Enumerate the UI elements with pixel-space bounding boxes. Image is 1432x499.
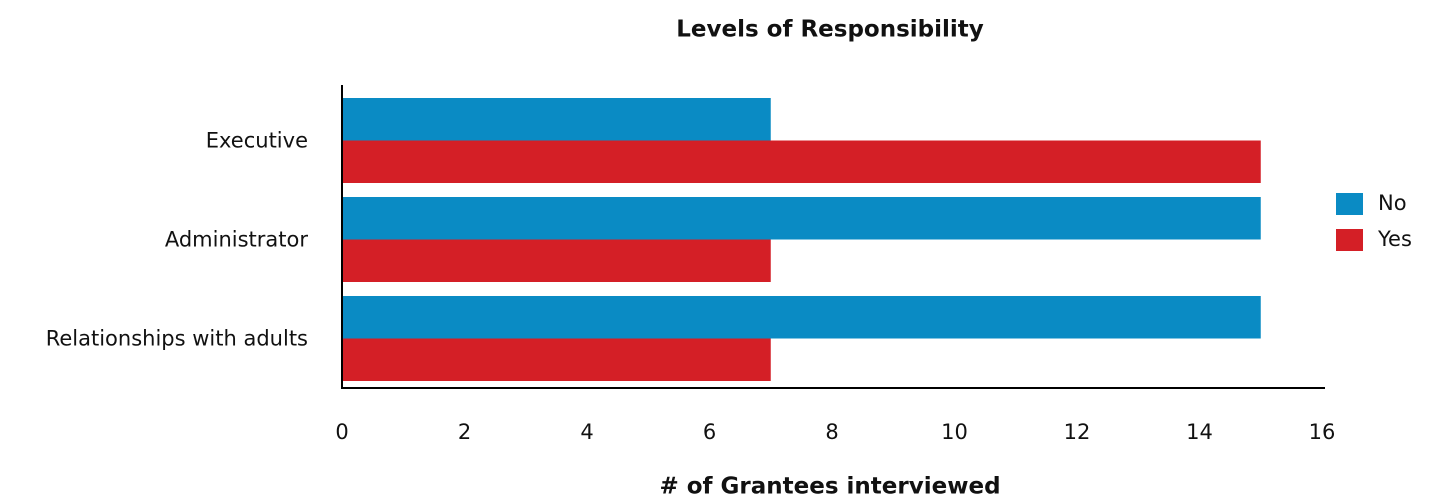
x-tick-label: 12 — [1064, 420, 1091, 444]
bar — [342, 239, 771, 282]
x-tick-label: 14 — [1186, 420, 1213, 444]
legend-label: Yes — [1377, 227, 1412, 251]
x-tick-label: 16 — [1309, 420, 1336, 444]
x-tick-label: 8 — [825, 420, 838, 444]
legend-label: No — [1378, 191, 1407, 215]
chart-title: Levels of Responsibility — [676, 17, 984, 43]
bar — [342, 140, 1261, 183]
y-tick-label: Executive — [206, 129, 308, 153]
bar — [342, 338, 771, 381]
x-tick-label: 4 — [580, 420, 593, 444]
bar — [342, 98, 771, 141]
x-tick-label: 2 — [458, 420, 471, 444]
x-tick-label: 0 — [335, 420, 348, 444]
legend-swatch — [1336, 229, 1363, 251]
y-tick-label: Administrator — [165, 228, 309, 252]
x-tick-label: 6 — [703, 420, 716, 444]
bar — [342, 197, 1261, 240]
x-axis-label: # of Grantees interviewed — [659, 474, 1000, 499]
y-tick-label: Relationships with adults — [46, 327, 308, 351]
legend-swatch — [1336, 193, 1363, 215]
x-tick-label: 10 — [941, 420, 968, 444]
bar — [342, 296, 1261, 339]
